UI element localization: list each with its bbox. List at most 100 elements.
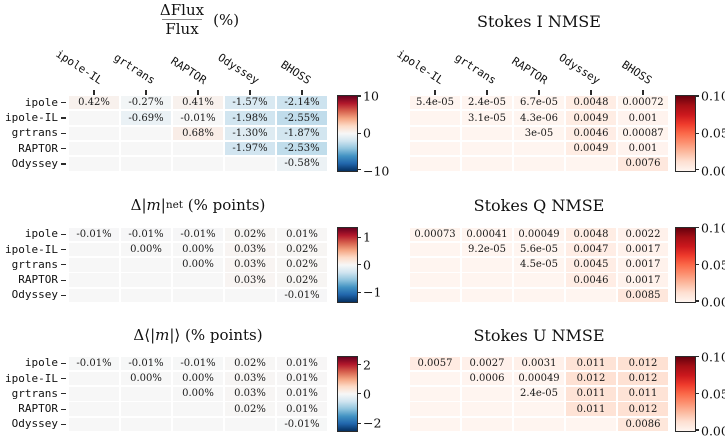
heatmap-cell: 0.00073 [410,227,460,241]
heatmap-cell: -0.01% [69,227,119,241]
heatmap-cell [462,273,512,287]
heatmap-cell: -2.55% [277,111,327,125]
title-post: |⟩ [169,326,181,344]
title-pre: Δ| [130,196,147,214]
heatmap-cell [566,157,616,171]
heatmap-cell: 0.0049 [566,111,616,125]
heatmap-cell: -0.01% [69,356,119,370]
colorbar-tick-label: 0.10 [701,88,725,104]
heatmap-cell: 0.011 [566,356,616,370]
heatmap-cell [69,242,119,257]
row-label-RAPTOR: RAPTOR [18,273,58,287]
panel-title-stokes-q-nmse: Stokes Q NMSE [473,196,605,215]
title-numerator: ΔFlux [159,1,205,19]
colorbar-tick [695,226,700,229]
heatmap-cell: 0.0057 [410,356,460,370]
column-header-ipole-IL: ipole-IL [394,47,447,87]
heatmap-cell [69,402,119,416]
column-header-grtrans: grtrans [111,50,158,87]
column-header-Odyssey: Odyssey [556,50,603,87]
heatmap-cell: 0.0076 [618,157,668,171]
heatmap-cell: 0.03% [225,387,275,401]
heatmap-cell [514,273,564,287]
heatmap-cell: -2.53% [277,141,327,156]
heatmap-cell [566,288,616,303]
heatmap-cell [121,141,171,156]
row-label-ipole: ipole [24,227,58,241]
colorbar-tick [695,429,700,431]
heatmap-cell [410,242,460,257]
heatmap-cell: 0.00041 [462,227,512,241]
heatmap-cell: -2.14% [277,96,327,110]
heatmap-cell: 3e-05 [514,126,564,141]
heatmap-cell [410,371,460,386]
heatmap-cell [121,402,171,416]
heatmap-cell [514,288,564,303]
heatmap-cell: 0.0045 [566,258,616,272]
heatmap-cell: 0.00049 [514,371,564,386]
column-tick [590,90,592,95]
heatmap-cell: 0.0048 [566,227,616,241]
row-label-ipole: ipole [24,356,58,370]
colorbar-tick [357,168,362,171]
heatmap-cell: 0.00% [173,387,223,401]
heatmap-cell: 0.0048 [566,96,616,110]
heatmap-cell [462,258,512,272]
heatmap-cell [69,141,119,156]
row-tick [61,279,66,281]
heatmap-cell [410,417,460,432]
row-tick [61,163,66,165]
row-label-ipole-IL: ipole-IL [5,242,58,256]
heatmap-cell [69,111,119,125]
heatmap-cell: 0.00% [121,242,171,257]
colorbar-stokes-u-nmse [675,355,696,433]
heatmap-cell [121,273,171,287]
heatmap-cell [410,288,460,303]
colorbar-flux-percent-diff [337,95,358,172]
column-header-ipole-IL: ipole-IL [53,47,106,87]
column-tick [538,90,540,95]
column-tick [642,90,644,95]
heatmap-cell [462,141,512,156]
heatmap-cell: 0.0027 [462,356,512,370]
heatmap-cell [225,157,275,171]
heatmap-cell [121,387,171,401]
row-label-grtrans: grtrans [11,257,58,271]
row-label-grtrans: grtrans [11,386,58,400]
heatmap-cell: -0.27% [121,96,171,110]
heatmap-cell: 0.012 [618,356,668,370]
colorbar-stokes-q-nmse [675,226,696,304]
heatmap-cell: -0.01% [277,288,327,303]
colorbar-tick-label: −10 [363,163,390,179]
heatmap-cell: -1.57% [225,96,275,110]
colorbar-tick-label: 0.00 [701,423,725,439]
heatmap-cell: -1.87% [277,126,327,141]
panel-title-m-net-diff: Δ| m | net (% points) [69,196,327,214]
heatmap-cell: 0.00% [173,371,223,386]
heatmap-cell: 0.012 [618,371,668,386]
heatmap-cell [173,288,223,303]
heatmap-cell: 0.02% [225,227,275,241]
colorbar-tick-label: 2 [363,357,371,373]
colorbar-tick [357,236,362,238]
heatmap-cell: 0.0086 [618,417,668,432]
row-tick [61,132,66,134]
heatmap-cell: 0.00% [173,258,223,272]
panel-title-stokes-i-nmse: Stokes I NMSE [477,12,601,31]
heatmap-cell: -1.98% [225,111,275,125]
heatmap-cell: 0.03% [225,242,275,257]
column-tick [434,90,436,95]
colorbar-tick-label: 0 [363,386,371,402]
heatmap-cell: -0.01% [173,111,223,125]
heatmap-cell [69,387,119,401]
heatmap-cell: 0.00% [121,371,171,386]
column-header-grtrans: grtrans [452,50,499,87]
heatmap-cell: 0.0047 [566,242,616,257]
heatmap-cell: 0.0085 [618,288,668,303]
title-suffix: (% points) [180,326,263,344]
heatmap-cell: 0.0017 [618,273,668,287]
row-tick [61,393,66,395]
heatmap-cell: 0.011 [618,387,668,401]
row-label-RAPTOR: RAPTOR [18,402,58,416]
heatmap-cell [462,387,512,401]
